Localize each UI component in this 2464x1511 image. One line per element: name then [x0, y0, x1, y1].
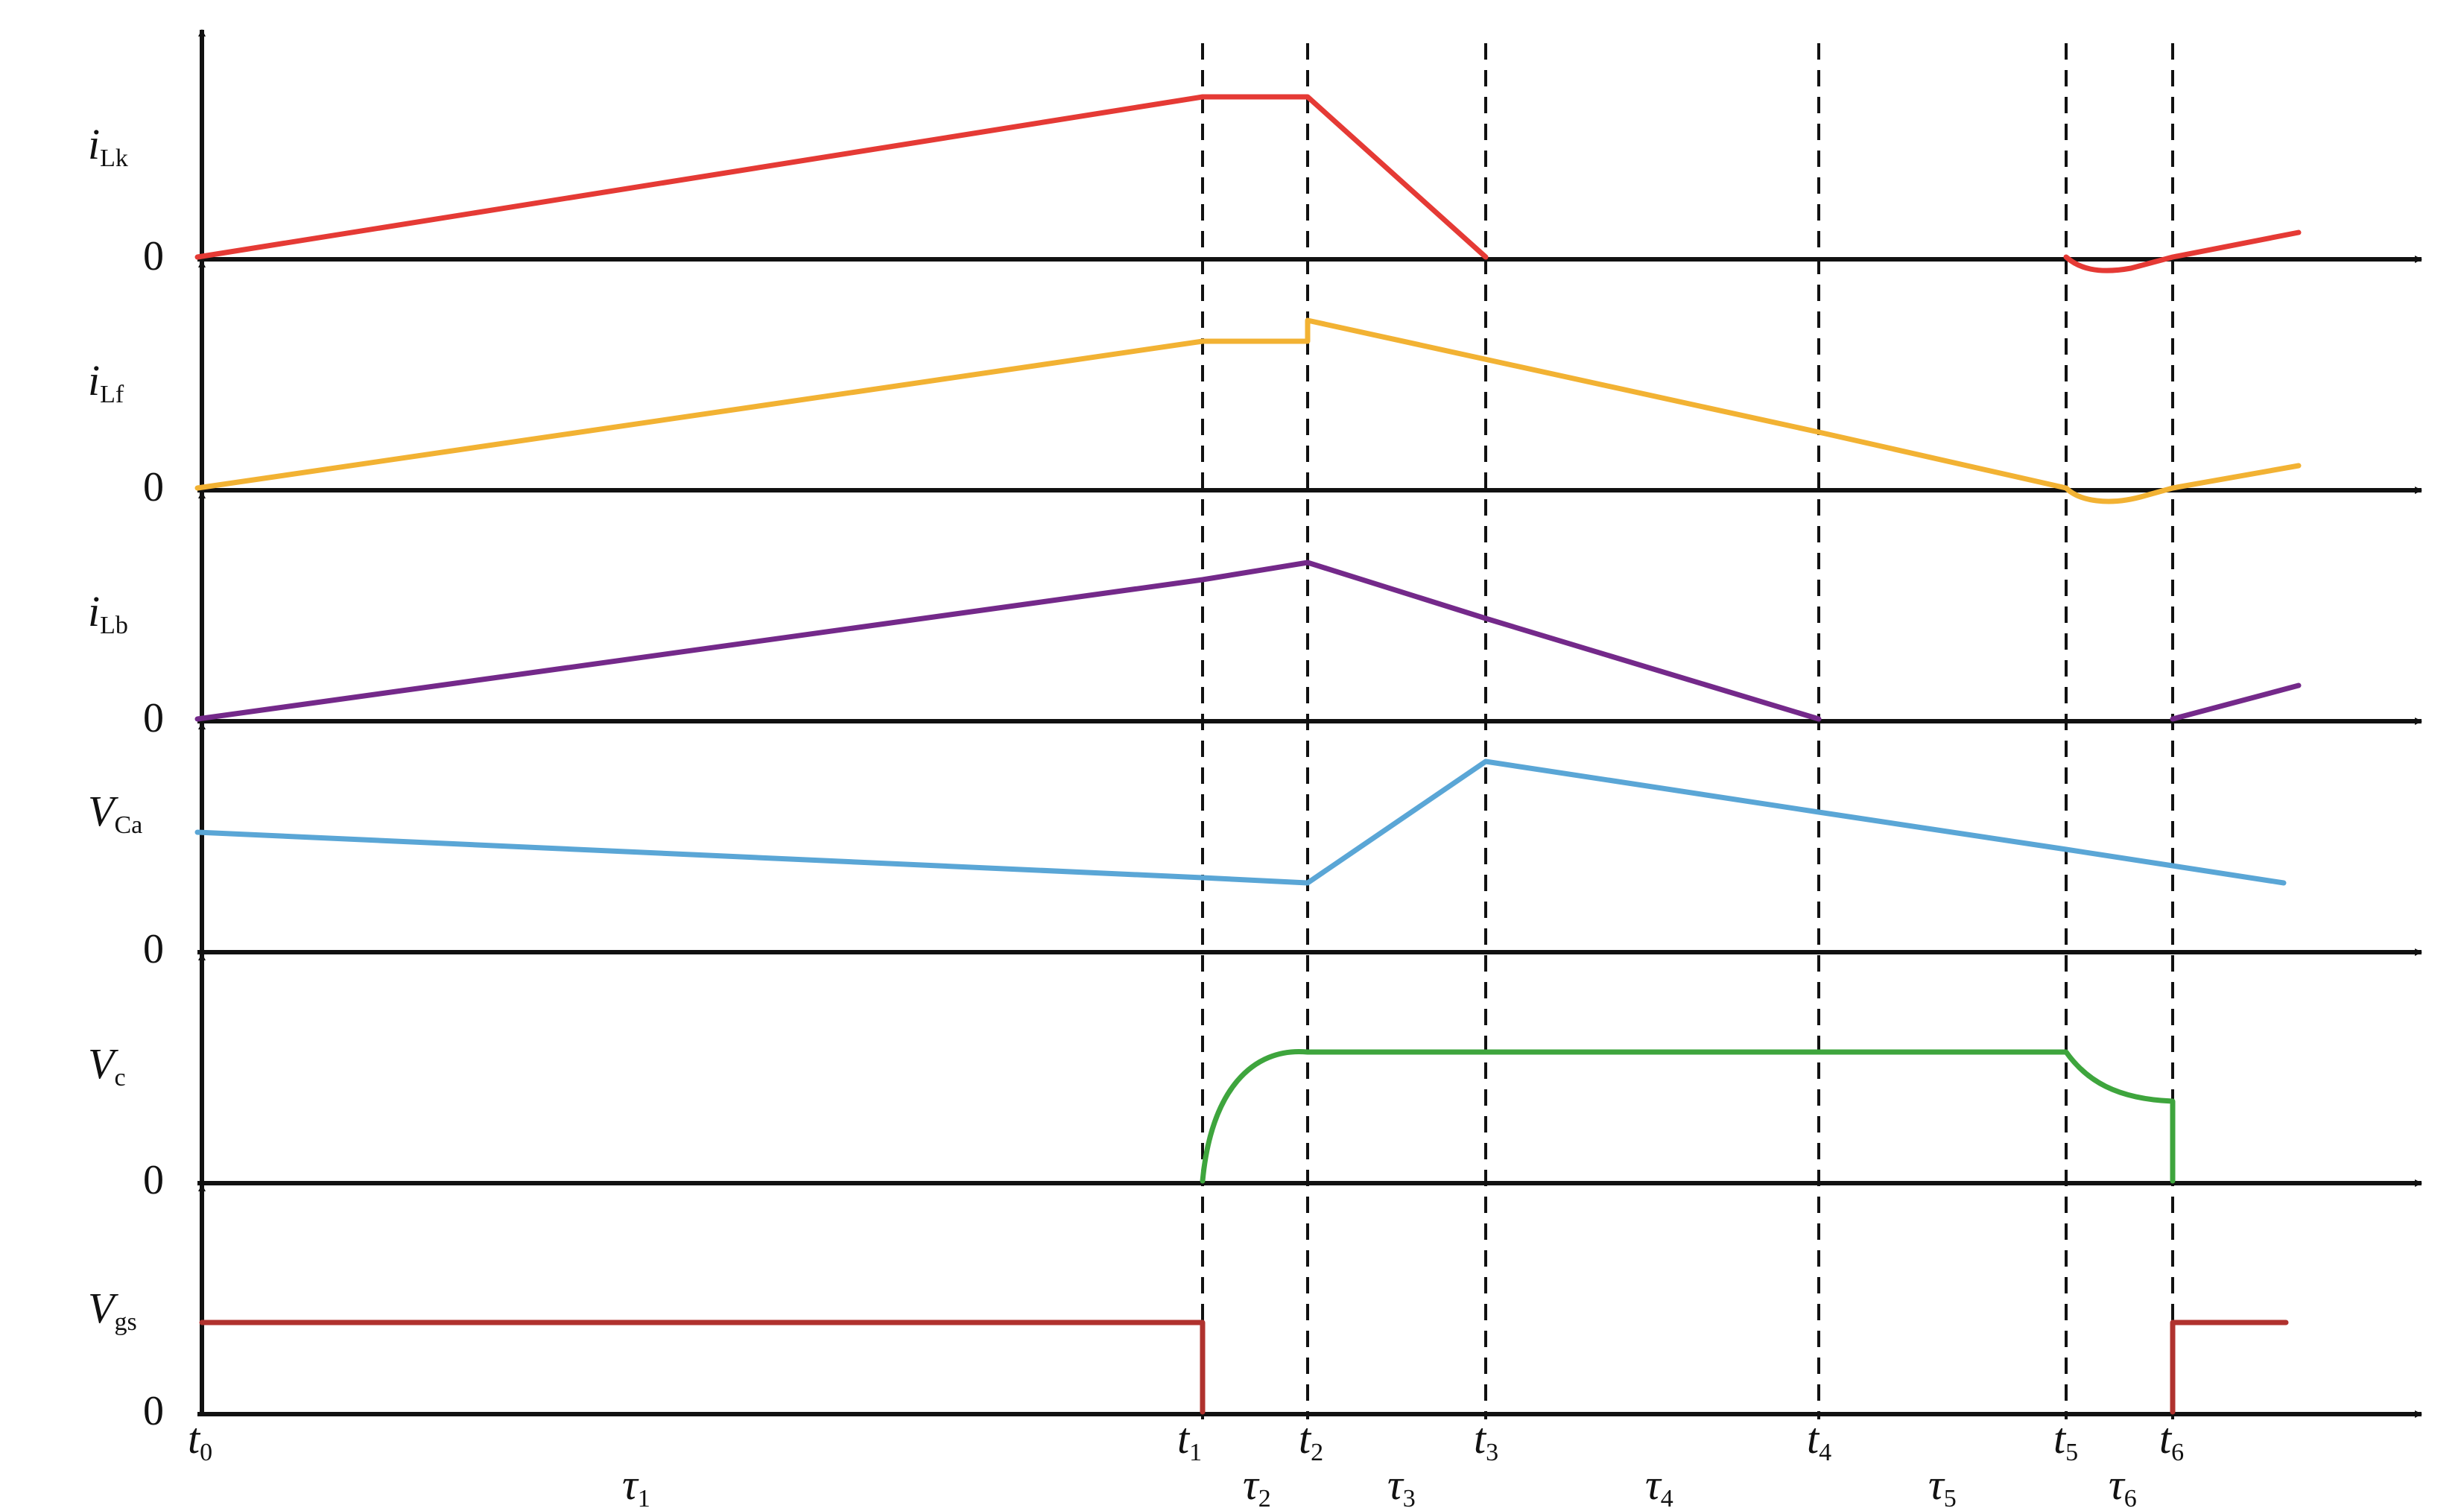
zero-label-iLk: 0: [143, 233, 164, 279]
label-t6: t6: [2159, 1414, 2184, 1466]
trace-labels: iLk iLf iLb VCa Vc Vgs: [88, 120, 142, 1336]
waveform-iLf: [194, 317, 2302, 504]
time-marker-lines: [1201, 43, 2174, 1419]
zero-label-Vgs: 0: [143, 1388, 164, 1434]
zero-label-iLf: 0: [143, 464, 164, 510]
label-iLf: iLf: [88, 356, 124, 408]
zero-labels: 0 0 0 0 0 0: [143, 233, 164, 1434]
label-t2: t2: [1299, 1414, 1323, 1466]
label-t3: t3: [1474, 1414, 1498, 1466]
label-tau1: τ1: [622, 1460, 650, 1511]
label-tau2: τ2: [1243, 1460, 1271, 1511]
zero-label-Vc: 0: [143, 1157, 164, 1203]
waveform-Vgs: [199, 1320, 2289, 1415]
label-Vgs: Vgs: [88, 1284, 137, 1336]
waveform-Vc: [1200, 1048, 2176, 1184]
label-tau3: τ3: [1387, 1460, 1416, 1511]
label-Vc: Vc: [88, 1039, 126, 1092]
zero-label-iLb: 0: [143, 695, 164, 741]
zero-label-VCa: 0: [143, 926, 164, 972]
label-VCa: VCa: [88, 787, 142, 839]
time-instant-labels: t0 t1 t2 t3 t4 t5 t6: [188, 1414, 2184, 1466]
label-iLb: iLb: [88, 587, 128, 639]
waveform-iLk: [194, 94, 2302, 273]
label-tau4: τ4: [1645, 1460, 1673, 1511]
label-tau5: τ5: [1928, 1460, 1957, 1511]
waveform-iLb: [194, 560, 2302, 722]
waveform-VCa: [194, 758, 2287, 886]
label-t0: t0: [188, 1414, 212, 1466]
label-iLk: iLk: [88, 120, 128, 172]
axes: [197, 29, 2422, 1418]
label-t1: t1: [1177, 1414, 1202, 1466]
interval-labels: τ1 τ2 τ3 τ4 τ5 τ6: [622, 1460, 2137, 1511]
label-t5: t5: [2053, 1414, 2078, 1466]
label-t4: t4: [1807, 1414, 1831, 1466]
label-tau6: τ6: [2109, 1460, 2137, 1511]
